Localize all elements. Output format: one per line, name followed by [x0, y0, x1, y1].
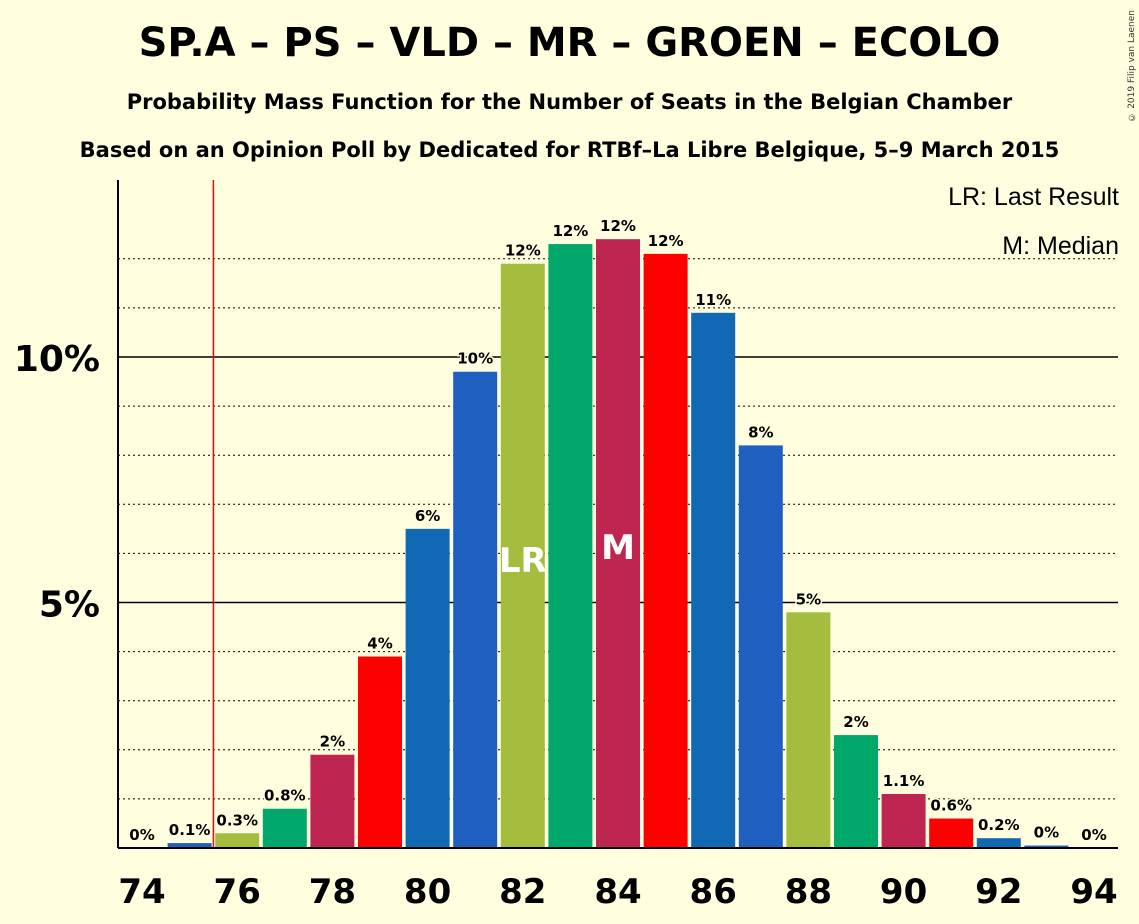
- chart-subtitle: Probability Mass Function for the Number…: [126, 90, 1013, 114]
- bar-value-label: 11%: [695, 291, 731, 309]
- legend-median: M: Median: [1002, 232, 1119, 260]
- chart-title: SP.A – PS – VLD – MR – GROEN – ECOLO: [138, 20, 1001, 66]
- bar: [358, 656, 402, 848]
- x-tick-label: 88: [785, 872, 832, 912]
- bar-value-label: 0.6%: [930, 797, 972, 815]
- bar: [1024, 845, 1069, 848]
- bar-value-label: 0.3%: [216, 811, 258, 829]
- median-marker: M: [601, 528, 635, 568]
- bar-value-label: 5%: [796, 590, 821, 608]
- bar-value-label: 0.1%: [169, 821, 211, 839]
- x-tick-label: 82: [499, 872, 546, 912]
- x-tick-label: 90: [880, 872, 927, 912]
- bar: [453, 371, 498, 848]
- bar: [405, 528, 450, 848]
- x-tick-label: 86: [690, 872, 737, 912]
- bar: [738, 445, 783, 848]
- bar: [262, 808, 307, 848]
- y-tick-label: 10%: [14, 339, 100, 380]
- bar: [929, 818, 974, 848]
- y-tick-label: 5%: [39, 585, 100, 626]
- bar-value-label: 4%: [367, 635, 392, 653]
- bar: [976, 838, 1021, 848]
- bar-value-label: 0%: [1081, 826, 1106, 844]
- x-tick-label: 74: [118, 872, 165, 912]
- x-tick-label: 84: [594, 872, 641, 912]
- bar-value-label: 2%: [843, 713, 868, 731]
- bar-value-label: 0%: [1034, 824, 1059, 842]
- bar-value-label: 0%: [129, 826, 154, 844]
- chart-source-line: Based on an Opinion Poll by Dedicated fo…: [79, 138, 1060, 162]
- bar: [643, 253, 688, 848]
- x-tick-label: 94: [1070, 872, 1117, 912]
- x-tick-label: 92: [975, 872, 1022, 912]
- bar-value-label: 10%: [457, 350, 493, 368]
- bar-value-label: 2%: [320, 733, 345, 751]
- x-tick-label: 78: [309, 872, 356, 912]
- bar: [834, 735, 878, 848]
- bar-value-label: 12%: [505, 242, 541, 260]
- bar: [691, 312, 736, 848]
- bar-value-label: 12%: [648, 232, 684, 250]
- bar: [500, 263, 545, 849]
- last-result-marker: LR: [499, 541, 547, 581]
- bar: [167, 843, 212, 848]
- bar: [596, 239, 640, 848]
- bar-value-label: 0.8%: [264, 787, 306, 805]
- bar-value-label: 6%: [415, 507, 440, 525]
- bar: [215, 833, 260, 848]
- bar: [310, 754, 355, 848]
- x-tick-label: 76: [214, 872, 261, 912]
- bar-value-label: 12%: [600, 217, 636, 235]
- bar-value-label: 8%: [748, 423, 773, 441]
- bar: [548, 244, 593, 848]
- legend-last-result: LR: Last Result: [948, 183, 1119, 211]
- bar: [881, 793, 926, 848]
- bar-value-label: 1.1%: [883, 772, 925, 790]
- x-tick-label: 80: [404, 872, 451, 912]
- bar-value-label: 12%: [552, 222, 588, 240]
- bar: [786, 612, 831, 848]
- bar-value-label: 0.2%: [978, 816, 1020, 834]
